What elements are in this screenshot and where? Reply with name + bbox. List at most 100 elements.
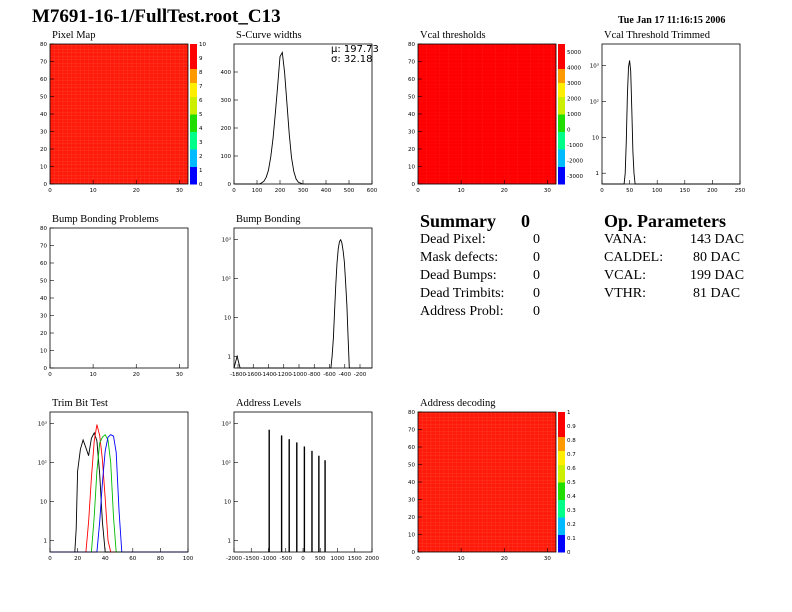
vcal_thr-cell — [418, 56, 423, 59]
vcal_thr-cell — [426, 94, 432, 97]
vcal_thr-cell — [478, 166, 483, 169]
vcal_thr-cell — [461, 80, 466, 83]
vcal_thr-cell — [439, 133, 445, 136]
vcal_thr-cell — [495, 117, 501, 120]
vcal_thr-cell — [547, 175, 552, 178]
vcal_thr-cell — [448, 52, 453, 55]
vcal_thr-cell — [426, 157, 432, 160]
vcal_thr-cell — [443, 91, 449, 94]
vcal_thr-cell — [474, 164, 479, 167]
vcal_thr-cell — [547, 44, 552, 46]
vcal_thr-cell — [543, 59, 548, 62]
vcal_thr-cell — [418, 80, 423, 83]
vcal_thr-cell — [482, 115, 488, 118]
pixel_map-colorbar-label: 10 — [199, 42, 206, 48]
vcal_thr-cell — [491, 65, 496, 67]
vcal_thr-cell — [448, 54, 453, 57]
vcal_thr-cell — [426, 44, 432, 46]
vcal_thr-cell — [525, 91, 531, 94]
vcal_thr-cell — [435, 152, 440, 155]
vcal_thr-cell — [456, 63, 462, 66]
vcal_thr-cell — [443, 84, 449, 87]
addr_decoding-colorbar-label: 1 — [567, 410, 571, 416]
vcal_thr-cell — [547, 86, 552, 88]
vcal_thr-cell — [469, 87, 475, 90]
vcal_thr-cell — [448, 138, 453, 141]
vcal_thr-cell — [452, 87, 458, 90]
vcal_thr-cell — [495, 142, 501, 144]
addr_decoding-x-tick-label: 30 — [544, 556, 551, 562]
scurve-y-tick-label: 0 — [228, 182, 232, 188]
addr_decoding-colorbar-label: 0.9 — [567, 424, 576, 430]
vcal_thr-cell — [443, 54, 449, 57]
vcal_thr-cell — [517, 75, 522, 78]
addr_decoding-colorbar-cell — [558, 464, 565, 469]
vcal_thr-cell — [482, 149, 488, 151]
vcal_thr-cell — [538, 70, 544, 73]
vcal_thr-cell — [482, 114, 488, 116]
vcal_thr-cell — [461, 122, 466, 125]
vcal_thr-cell — [508, 79, 514, 81]
vcal_thr-cell — [530, 56, 535, 59]
vcal_thr-cell — [487, 58, 492, 60]
vcal_thr-cell — [422, 107, 427, 109]
vcal_thr-cell — [499, 131, 505, 134]
vcal_thr-cell — [538, 86, 544, 88]
vcal_thr-cell — [495, 122, 501, 125]
vcal_thr-cell — [504, 131, 509, 134]
bump-x-tick-label: -1000 — [291, 372, 307, 378]
vcal_thr-cell — [478, 171, 483, 174]
vcal_thr-cell — [469, 157, 475, 160]
vcal_thr-cell — [465, 122, 470, 125]
vcal_thr-cell — [478, 128, 483, 130]
vcal_thr-cell — [495, 100, 501, 102]
vcal_thr-cell — [508, 87, 514, 90]
trim_bit-series-3 — [50, 434, 188, 553]
pixel_map-colorbar-cell — [190, 103, 197, 108]
vcal_thr-cell — [469, 84, 475, 87]
vcal_thr-cell — [525, 61, 531, 64]
vcal_thr-cell — [543, 87, 548, 90]
vcal_thr-cell — [508, 129, 514, 132]
addr_decoding-colorbar-cell — [558, 489, 565, 493]
vcal_thr-cell — [534, 143, 539, 146]
vcal_thr-cell — [448, 156, 453, 158]
vcal_thr-cell — [530, 82, 535, 85]
vcal_thr-cell — [418, 45, 423, 48]
vcal_thr-cell — [504, 129, 509, 132]
vcal_thr-cell — [538, 108, 544, 111]
vcal_thr-cell — [504, 105, 509, 108]
vcal_thr-cell — [538, 175, 544, 178]
vcal_thr-cell — [495, 44, 501, 46]
vcal_thr-cell — [426, 100, 432, 102]
vcal_thr-cell — [508, 73, 514, 76]
vcal_thr-cell — [495, 114, 501, 116]
vcal_thr-cell — [512, 82, 518, 85]
vcal_thr-cell — [521, 114, 527, 116]
vcal_thr-cell — [538, 147, 544, 150]
vcal_thr-cell — [465, 171, 470, 174]
vcal_thr-cell — [508, 77, 514, 80]
vcal_thr-cell — [448, 100, 453, 102]
vcal_thr-cell — [482, 135, 488, 137]
vcal_thr-cell — [512, 126, 518, 129]
bump_problems-y-tick-label: 20 — [40, 331, 47, 337]
vcal_thr-cell — [482, 58, 488, 60]
vcal_thr-cell — [508, 178, 514, 181]
vcal_thr-cell — [422, 101, 427, 104]
vcal_thr-cell — [443, 178, 449, 181]
vcal_thr-cell — [530, 147, 535, 150]
vcal_thr-cell — [530, 182, 535, 185]
vcal_thr-cell — [495, 129, 501, 132]
vcal_thr-cell — [478, 110, 483, 113]
vcal_thr-cell — [430, 80, 436, 83]
vcal_thr-cell — [491, 149, 496, 151]
vcal_thr-cell — [426, 101, 432, 104]
vcal_thr-cell — [426, 180, 432, 183]
vcal_thr-cell — [499, 121, 505, 123]
vcal_thr-cell — [482, 101, 488, 104]
scurve-frame — [233, 43, 373, 185]
vcal_thr-cell — [517, 171, 522, 174]
vcal_thr-cell — [491, 89, 496, 92]
vcal_thr-cell — [495, 171, 501, 174]
